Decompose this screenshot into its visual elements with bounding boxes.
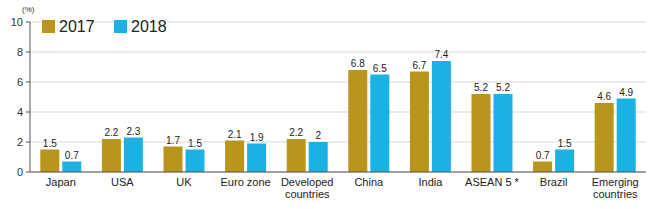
data-label: 6.7 [412, 60, 426, 71]
x-axis [30, 172, 646, 173]
x-tick-label: UK [176, 176, 192, 188]
legend-swatch [42, 20, 55, 33]
legend-swatch [114, 20, 127, 33]
y-tick [26, 22, 30, 23]
bar [494, 94, 513, 172]
y-tick-label: 10 [11, 16, 23, 28]
x-tick-label: USA [111, 176, 134, 188]
bar [309, 142, 328, 172]
data-labels: 1.5 2.2 1.7 2.1 2.2 6.8 6.7 5.2 0.7 4.6 0.7 2.3 1.5 1… [43, 49, 634, 161]
bar [40, 150, 59, 173]
x-tick-label-line: countries [285, 188, 330, 200]
data-label: 0.7 [536, 150, 550, 161]
bar [225, 141, 244, 173]
chart: 0 2 4 6 8 10 (%) 1.5 2.2 1.7 2.1 2.2 6.8 6.7 5.2 0.7 4.6… [0, 0, 650, 209]
bar [617, 99, 636, 173]
legend-label: 2018 [131, 18, 167, 35]
data-label: 5.2 [496, 82, 510, 93]
x-tick-label: China [354, 176, 384, 188]
data-label: 0.7 [65, 150, 79, 161]
x-tick-label-line: countries [593, 188, 638, 200]
bar [410, 72, 429, 173]
data-label: 2.2 [104, 127, 118, 138]
y-tick-label: 2 [17, 136, 23, 148]
bar [533, 162, 552, 173]
y-tick [26, 52, 30, 53]
legend-label: 2017 [59, 18, 95, 35]
y-axis [30, 22, 31, 172]
bar [595, 103, 614, 172]
data-label: 2 [315, 130, 321, 141]
data-label: 2.2 [289, 127, 303, 138]
grid-line [30, 142, 646, 143]
legend: 2017 2018 [42, 18, 167, 35]
data-label: 6.8 [351, 58, 365, 69]
bar [287, 139, 306, 172]
bar [432, 61, 451, 172]
data-label: 1.7 [166, 135, 180, 146]
y-tick [26, 142, 30, 143]
grid-line [30, 82, 646, 83]
data-label: 7.4 [434, 49, 448, 60]
y-tick [26, 172, 30, 173]
data-label: 2.3 [126, 126, 140, 137]
bar [247, 144, 266, 173]
data-label: 1.5 [188, 138, 202, 149]
y-tick-label: 0 [17, 166, 23, 178]
x-tick-label-line: Emerging [592, 176, 639, 188]
data-label: 1.5 [43, 138, 57, 149]
x-tick-label: India [418, 176, 443, 188]
bars [40, 61, 635, 172]
grid-line [30, 112, 646, 113]
bar [186, 150, 205, 173]
bar [472, 94, 491, 172]
x-tick-label: Brazil [540, 176, 568, 188]
data-label: 6.5 [373, 63, 387, 74]
x-tick-label: ASEAN 5 * [465, 176, 520, 188]
x-tick-label: Developedcountries [281, 176, 334, 200]
x-tick-label: Euro zone [221, 176, 271, 188]
y-tick [26, 112, 30, 113]
bar [164, 147, 183, 173]
bar [124, 138, 143, 173]
y-tick-label: 8 [17, 46, 23, 58]
y-axis-label: (%) [22, 5, 35, 14]
data-label: 5.2 [474, 82, 488, 93]
grid-line [30, 172, 646, 173]
y-tick-label: 6 [17, 76, 23, 88]
bar [348, 70, 367, 172]
x-tick-label-line: Developed [281, 176, 334, 188]
bar [102, 139, 121, 172]
grid-line [30, 52, 646, 53]
y-tick [26, 82, 30, 83]
bar [555, 150, 574, 173]
bar [370, 75, 389, 173]
data-label: 2.1 [228, 129, 242, 140]
data-label: 1.9 [250, 132, 264, 143]
x-tick-label: Japan [46, 176, 76, 188]
bar [62, 162, 81, 173]
y-tick-label: 4 [17, 106, 23, 118]
data-label: 1.5 [558, 138, 572, 149]
x-tick-label: Emergingcountries [592, 176, 639, 200]
data-label: 4.9 [619, 87, 633, 98]
data-label: 4.6 [597, 91, 611, 102]
